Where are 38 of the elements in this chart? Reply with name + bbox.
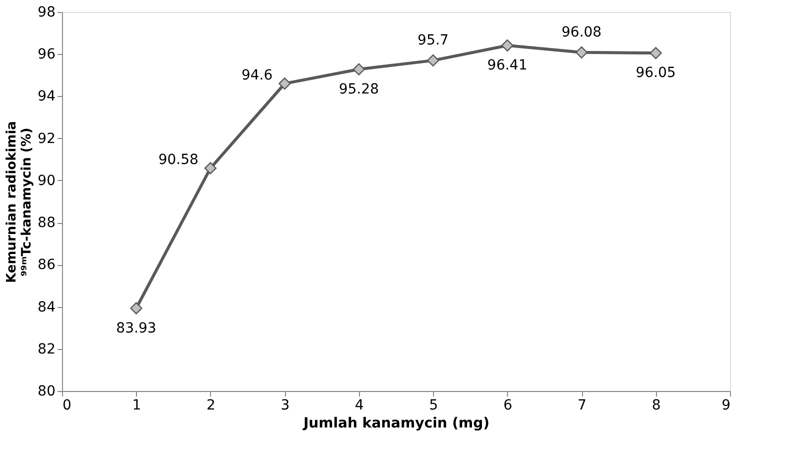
point [501, 39, 514, 52]
y-tick-label: 90 [38, 172, 56, 189]
point [575, 46, 588, 59]
data-label: 95.28 [338, 81, 379, 98]
data-label: 96.05 [636, 65, 676, 82]
data-label: 94.6 [241, 68, 273, 84]
point [650, 46, 662, 60]
x-tick-label: 2 [206, 398, 216, 414]
data-label: 83.93 [116, 320, 156, 336]
data-label: 90.58 [158, 152, 198, 168]
y-tick-label: 88 [38, 215, 56, 232]
y-tick-label: 98 [38, 4, 56, 20]
x-tick-label: 5 [429, 398, 438, 414]
point [278, 78, 291, 90]
data-label: 95.7 [418, 32, 449, 48]
x-tick-label: 6 [503, 398, 512, 414]
x-tick-label: 9 [722, 398, 730, 414]
point [204, 162, 217, 174]
y-tick-label: 92 [38, 130, 56, 147]
y-tick-label: 94 [38, 88, 56, 105]
x-tick-label: 8 [652, 398, 661, 414]
y-axis-title: Kemurnian radiokimia ⁹⁹ᵐTc-kanamycin (%) [4, 121, 35, 283]
point [130, 302, 142, 314]
x-tick-label: 3 [280, 398, 290, 414]
x-tick-label: 0 [62, 398, 72, 414]
y-tick-label: 84 [38, 299, 56, 316]
y-tick-label: 82 [38, 341, 56, 358]
y-tick-label: 96 [38, 46, 56, 63]
point [427, 54, 440, 67]
x-tick-label: 1 [132, 398, 142, 414]
data-label: 96.08 [562, 24, 602, 40]
x-tick-label: 7 [578, 398, 587, 414]
y-tick-label: 86 [38, 257, 56, 274]
y-tick-label: 80 [38, 384, 56, 400]
data-label: 96.41 [487, 57, 528, 74]
x-tick-label: 4 [354, 398, 364, 414]
x-axis-title: Jumlah kanamycin (mg) [302, 416, 490, 432]
point [352, 63, 365, 76]
